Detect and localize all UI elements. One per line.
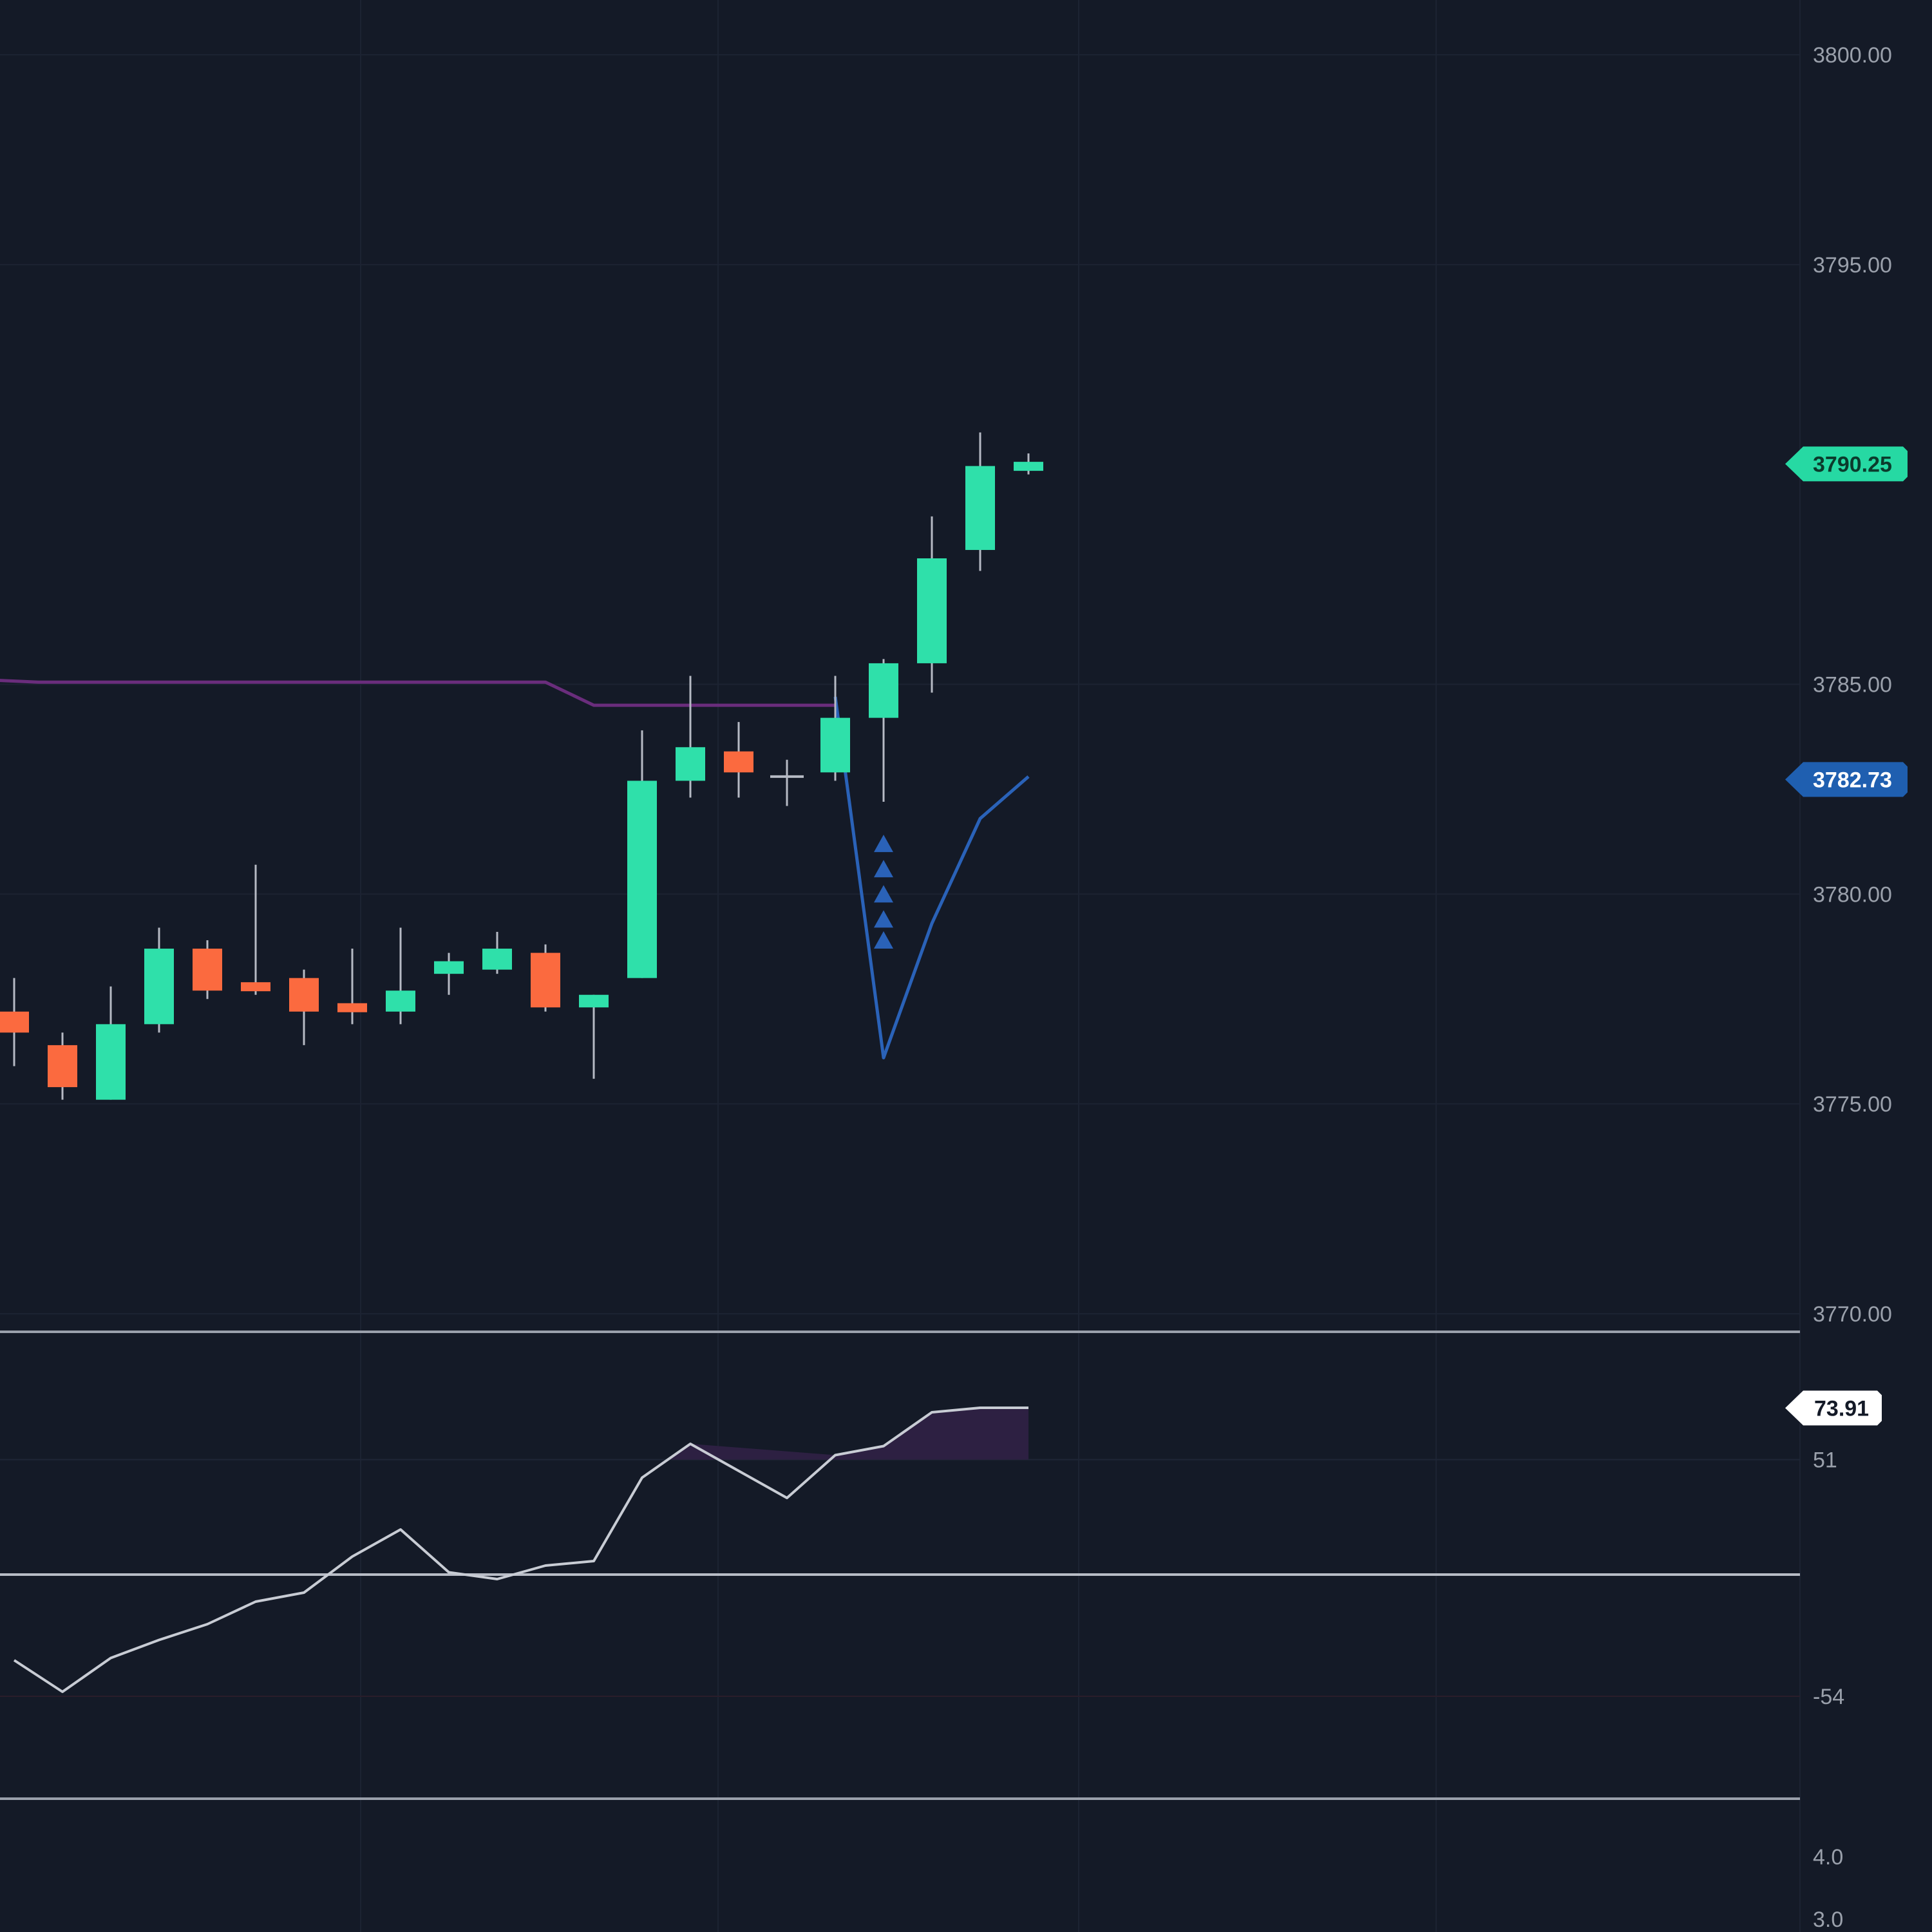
price-tag-background — [1785, 446, 1908, 482]
oscillator-tag-label: 73.91 — [1814, 1396, 1869, 1421]
candle-body — [193, 949, 222, 991]
candle-body — [434, 961, 464, 974]
candle-body — [386, 990, 415, 1012]
candle-body — [917, 558, 947, 663]
candle-body — [482, 949, 512, 970]
bottom-axis-tick-label: 3.0 — [1813, 1908, 1843, 1932]
candle-body — [144, 949, 174, 1025]
candle[interactable] — [579, 994, 609, 1079]
price-tag-label: 3790.25 — [1813, 452, 1892, 477]
price-tag[interactable]: 3790.25 — [1785, 446, 1908, 482]
price-axis[interactable]: 3800.00 3795.00 3785.00 3780.00 3775.00 3770.… — [1785, 43, 1908, 1709]
candle-body — [579, 994, 609, 1008]
candle[interactable] — [1014, 453, 1043, 475]
oscillator-axis-tick-label: 51 — [1813, 1448, 1837, 1473]
candle[interactable] — [0, 978, 29, 1066]
buy-signal-marker — [874, 860, 893, 878]
moving-average-line — [0, 679, 835, 707]
bottom-axis-tick-label: 4.0 — [1813, 1845, 1843, 1870]
candle-body — [965, 466, 995, 550]
price-axis-tick-label: 3785.00 — [1813, 673, 1892, 697]
candle[interactable] — [96, 986, 126, 1100]
candle[interactable] — [289, 969, 319, 1045]
indicator-line — [833, 696, 1030, 1059]
price-tag[interactable]: 3782.73 — [1785, 762, 1908, 797]
candle-body — [820, 717, 850, 773]
candle[interactable] — [241, 864, 270, 995]
candle-body — [241, 982, 270, 992]
price-axis-tick-label: 3770.00 — [1813, 1302, 1892, 1327]
candle[interactable] — [965, 432, 995, 571]
price-tag-background — [1785, 762, 1908, 797]
buy-signal-marker — [874, 910, 893, 928]
candle-body — [627, 781, 657, 978]
candle[interactable] — [627, 730, 657, 978]
price-panel[interactable] — [0, 432, 1043, 1100]
bottom-panel[interactable]: 4.0 3.0 — [1813, 1845, 1843, 1932]
oscillator-line — [13, 1406, 1028, 1693]
oscillator-value-tag[interactable]: 73.91 — [1785, 1390, 1882, 1426]
candle[interactable] — [193, 940, 222, 999]
candle-body — [337, 1003, 367, 1012]
price-axis-tick-label: 3775.00 — [1813, 1092, 1892, 1117]
candle-body — [724, 751, 753, 773]
oscillator-tag-background — [1785, 1390, 1882, 1426]
candle[interactable] — [337, 949, 367, 1025]
candle[interactable] — [48, 1032, 77, 1100]
candle-body — [289, 978, 319, 1012]
price-axis-tick-label: 3780.00 — [1813, 882, 1892, 907]
candle[interactable] — [869, 659, 898, 802]
oscillator-axis-tick-label: -54 — [1813, 1685, 1844, 1709]
price-axis-tick-label: 3800.00 — [1813, 43, 1892, 68]
candle-body — [1014, 462, 1043, 471]
candle[interactable] — [434, 952, 464, 995]
candle-body — [676, 747, 705, 781]
buy-signal-marker — [874, 835, 893, 853]
candle-body — [531, 952, 560, 1008]
candle[interactable] — [724, 722, 753, 798]
oscillator-panel[interactable] — [0, 1406, 1800, 1693]
candle-body — [0, 1011, 29, 1033]
candle[interactable] — [676, 676, 705, 798]
candle[interactable] — [144, 927, 174, 1033]
candle[interactable] — [770, 759, 804, 806]
candle[interactable] — [386, 927, 415, 1025]
price-tag-label: 3782.73 — [1813, 768, 1892, 792]
candle[interactable] — [917, 516, 947, 693]
overbought-fill — [668, 1408, 1028, 1460]
candle-body — [48, 1045, 77, 1088]
buy-signal-marker — [874, 885, 893, 903]
candle[interactable] — [482, 931, 512, 974]
candle[interactable] — [820, 676, 850, 781]
candle[interactable] — [531, 944, 560, 1012]
price-axis-tick-label: 3795.00 — [1813, 253, 1892, 278]
candle-body — [96, 1024, 126, 1100]
candle-body — [869, 663, 898, 718]
buy-signal-marker — [874, 931, 893, 949]
